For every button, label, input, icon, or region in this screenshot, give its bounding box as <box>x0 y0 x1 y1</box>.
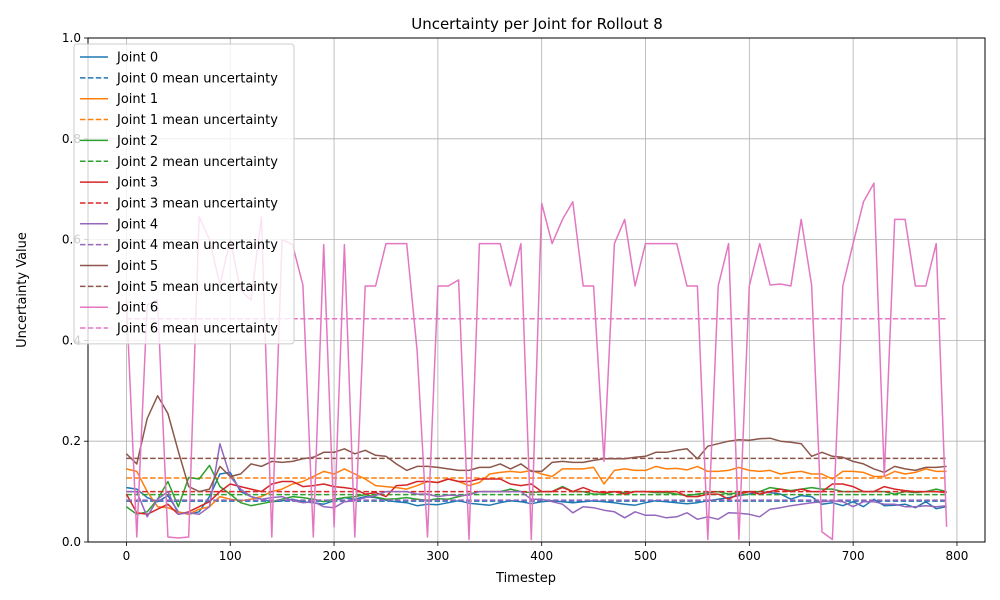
y-tick-label: 1.0 <box>62 31 81 45</box>
plot-series <box>125 182 948 541</box>
x-tick-label: 600 <box>738 549 761 563</box>
x-tick-label: 500 <box>634 549 657 563</box>
legend-label-joint-2-mean-uncertainty: Joint 2 mean uncertainty <box>116 155 278 170</box>
y-tick-label: 0.2 <box>62 434 81 448</box>
joint-2-line <box>125 464 947 516</box>
legend: Joint 0 Joint 0 mean uncertainty Joint 1 Jo… <box>73 43 295 345</box>
legend-label-joint-0-mean-uncertainty: Joint 0 mean uncertainty <box>116 71 278 86</box>
y-axis-label: Uncertainty Value <box>15 232 30 348</box>
x-tick-label: 300 <box>426 549 449 563</box>
legend-label-joint-5-mean-uncertainty: Joint 5 mean uncertainty <box>116 280 278 295</box>
x-tick-label: 700 <box>842 549 865 563</box>
legend-label-joint-4-mean-uncertainty: Joint 4 mean uncertainty <box>116 238 278 253</box>
x-tick-label: 800 <box>946 549 969 563</box>
x-tick-label: 400 <box>530 549 553 563</box>
legend-label-joint-5: Joint 5 <box>116 259 158 274</box>
legend-label-joint-6: Joint 6 <box>116 301 158 316</box>
legend-label-joint-3: Joint 3 <box>116 176 158 191</box>
x-tick-label: 100 <box>219 549 242 563</box>
x-tick-label: 200 <box>323 549 346 563</box>
y-tick-label: 0.0 <box>62 535 81 549</box>
axis-ticks: 0 100 200 300 400 500 600 700 8000.00.20.40.60.8… <box>62 31 969 563</box>
x-axis-label: Timestep <box>495 571 556 586</box>
legend-label-joint-6-mean-uncertainty: Joint 6 mean uncertainty <box>116 322 278 337</box>
joint-1-line <box>126 465 947 516</box>
joint-5-line <box>125 395 947 493</box>
legend-label-joint-3-mean-uncertainty: Joint 3 mean uncertainty <box>116 196 278 211</box>
legend-label-joint-0: Joint 0 <box>116 51 158 66</box>
legend-box <box>73 43 295 345</box>
legend-label-joint-2: Joint 2 <box>116 134 158 149</box>
legend-label-joint-1-mean-uncertainty: Joint 1 mean uncertainty <box>116 113 278 128</box>
chart-title: Uncertainty per Joint for Rollout 8 <box>411 15 663 33</box>
legend-label-joint-1: Joint 1 <box>116 92 158 107</box>
joint-4-line <box>126 442 947 521</box>
x-tick-label: 0 <box>123 549 131 563</box>
legend-label-joint-4: Joint 4 <box>116 217 158 232</box>
